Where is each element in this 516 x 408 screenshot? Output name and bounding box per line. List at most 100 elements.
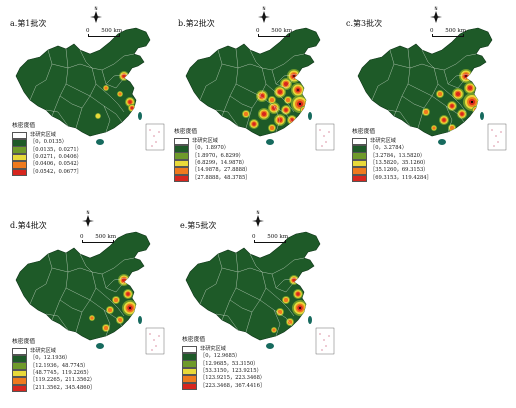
hotspot-ring — [294, 120, 302, 128]
island-dot — [155, 345, 157, 347]
legend: 核密度值 非研究区域 ［0，12.1936） ［12.1936，48.7745）… — [12, 339, 95, 393]
swatch — [352, 152, 367, 161]
island-dot — [500, 131, 502, 133]
scale-label: 500 km — [267, 234, 289, 240]
scale-bar: 0 500 km — [80, 234, 116, 243]
scale-zero: 0 — [252, 234, 256, 240]
legend-row-non-study: 非研究区域 — [174, 137, 250, 146]
province-border — [59, 299, 83, 313]
legend-title: 核密度值 — [352, 129, 376, 135]
hotspot-ring — [467, 85, 473, 91]
legend-title: 核密度值 — [12, 339, 36, 345]
hotspot-ring — [261, 111, 267, 117]
island-dot — [321, 145, 323, 147]
island-dot — [149, 129, 151, 131]
scale-line — [82, 240, 114, 243]
hotspot-ring — [269, 125, 275, 131]
hotspot-ring — [129, 307, 131, 309]
swatch — [182, 360, 197, 369]
island-dot — [149, 333, 151, 335]
legend-row: ［14.9878，27.8888） — [174, 167, 250, 175]
north-arrow-icon: N — [82, 210, 94, 227]
legend-row: ［69.3153，119.4284］ — [352, 174, 432, 183]
panel-d: d.第4批次 N 0 500 km 核密度值 非研究区域 ［0，12.1936）… — [0, 208, 172, 408]
china-map — [185, 231, 335, 355]
province-border — [103, 309, 111, 337]
province-border — [437, 83, 467, 113]
province-border — [29, 49, 53, 101]
scale-label: 500 km — [271, 28, 293, 34]
hotspot-ring — [107, 307, 113, 313]
swatch — [182, 353, 197, 361]
province-border — [387, 109, 411, 127]
province-border — [215, 313, 239, 331]
china-map — [15, 27, 165, 151]
legend-row-non-study: 非研究区域 — [352, 137, 432, 146]
hainan-island — [438, 139, 446, 145]
hotspot-ring — [277, 89, 283, 95]
density-hotspots — [95, 71, 136, 119]
legend-row: ［53.3150，123.9215） — [182, 367, 265, 376]
taiwan-island — [308, 112, 312, 120]
legend-title: 核密度值 — [174, 129, 198, 135]
taiwan-island — [138, 316, 142, 324]
panel-a: a.第1批次 N 0 500 km 核密度值 非研究区域 ［0，0.0135） … — [0, 0, 172, 200]
legend-row: ［12.1936，48.7745） — [12, 362, 95, 371]
island-dot — [319, 333, 321, 335]
scale-label: 500 km — [445, 28, 467, 34]
hotspot-ring — [442, 118, 446, 122]
china-map — [15, 231, 165, 355]
hotspot-ring — [272, 328, 276, 332]
legend-row: ［6.8299，14.9878） — [174, 159, 250, 168]
hotspot-ring — [293, 75, 295, 77]
north-arrow-icon: N — [90, 6, 102, 23]
swatch — [12, 161, 27, 169]
island-dot — [151, 349, 153, 351]
mainland-area — [15, 27, 151, 137]
legend-title: 核密度值 — [12, 123, 36, 129]
scale-label: 500 km — [101, 28, 123, 34]
svg-text:N: N — [435, 6, 438, 11]
legend-row: ［1.8970，6.8299） — [174, 152, 250, 161]
province-border — [65, 83, 91, 97]
swatch — [12, 369, 27, 378]
hotspot-ring — [117, 317, 123, 323]
hotspot-ring — [104, 86, 108, 90]
province-border — [95, 83, 125, 113]
island-dot — [328, 335, 330, 337]
hotspot-ring — [284, 108, 288, 112]
hotspot-ring — [269, 97, 275, 103]
panel-label: b.第2批次 — [178, 19, 215, 28]
island-dot — [158, 335, 160, 337]
province-border — [95, 287, 125, 317]
island-dot — [495, 135, 497, 137]
legend-row: ［0.0135，0.0271） — [12, 146, 82, 155]
province-border — [265, 287, 295, 317]
province-border — [199, 253, 223, 305]
panel-c: c.第3批次 N 0 500 km 核密度值 非研究区域 ［0，3.2784） … — [344, 0, 516, 200]
taiwan-island — [138, 112, 142, 120]
island-dot — [151, 145, 153, 147]
hotspot-ring — [292, 278, 296, 282]
hotspot-ring — [296, 292, 300, 296]
province-border — [259, 299, 293, 327]
island-dot — [319, 129, 321, 131]
province-border — [407, 83, 433, 97]
legend-row: ［0，12.1936） — [12, 355, 95, 363]
hotspot-ring — [470, 100, 474, 104]
hotspot-ring — [287, 319, 293, 325]
swatch — [352, 145, 367, 153]
scale-line — [258, 34, 290, 37]
hotspot-ring — [302, 108, 306, 112]
china-map — [357, 27, 507, 151]
swatch — [182, 367, 197, 376]
legend-row: ［35.1260，69.3153） — [352, 167, 432, 175]
legend-row: ［0，3.2784） — [352, 145, 432, 153]
swatch — [12, 168, 27, 177]
legend-row: ［119.2265，211.3562） — [12, 377, 95, 385]
legend-row: ［223.3468，367.4416］ — [182, 382, 265, 391]
hotspot-ring — [298, 102, 302, 106]
hotspot-ring — [243, 111, 249, 117]
province-border — [103, 105, 111, 133]
hotspot-ring — [103, 325, 109, 331]
